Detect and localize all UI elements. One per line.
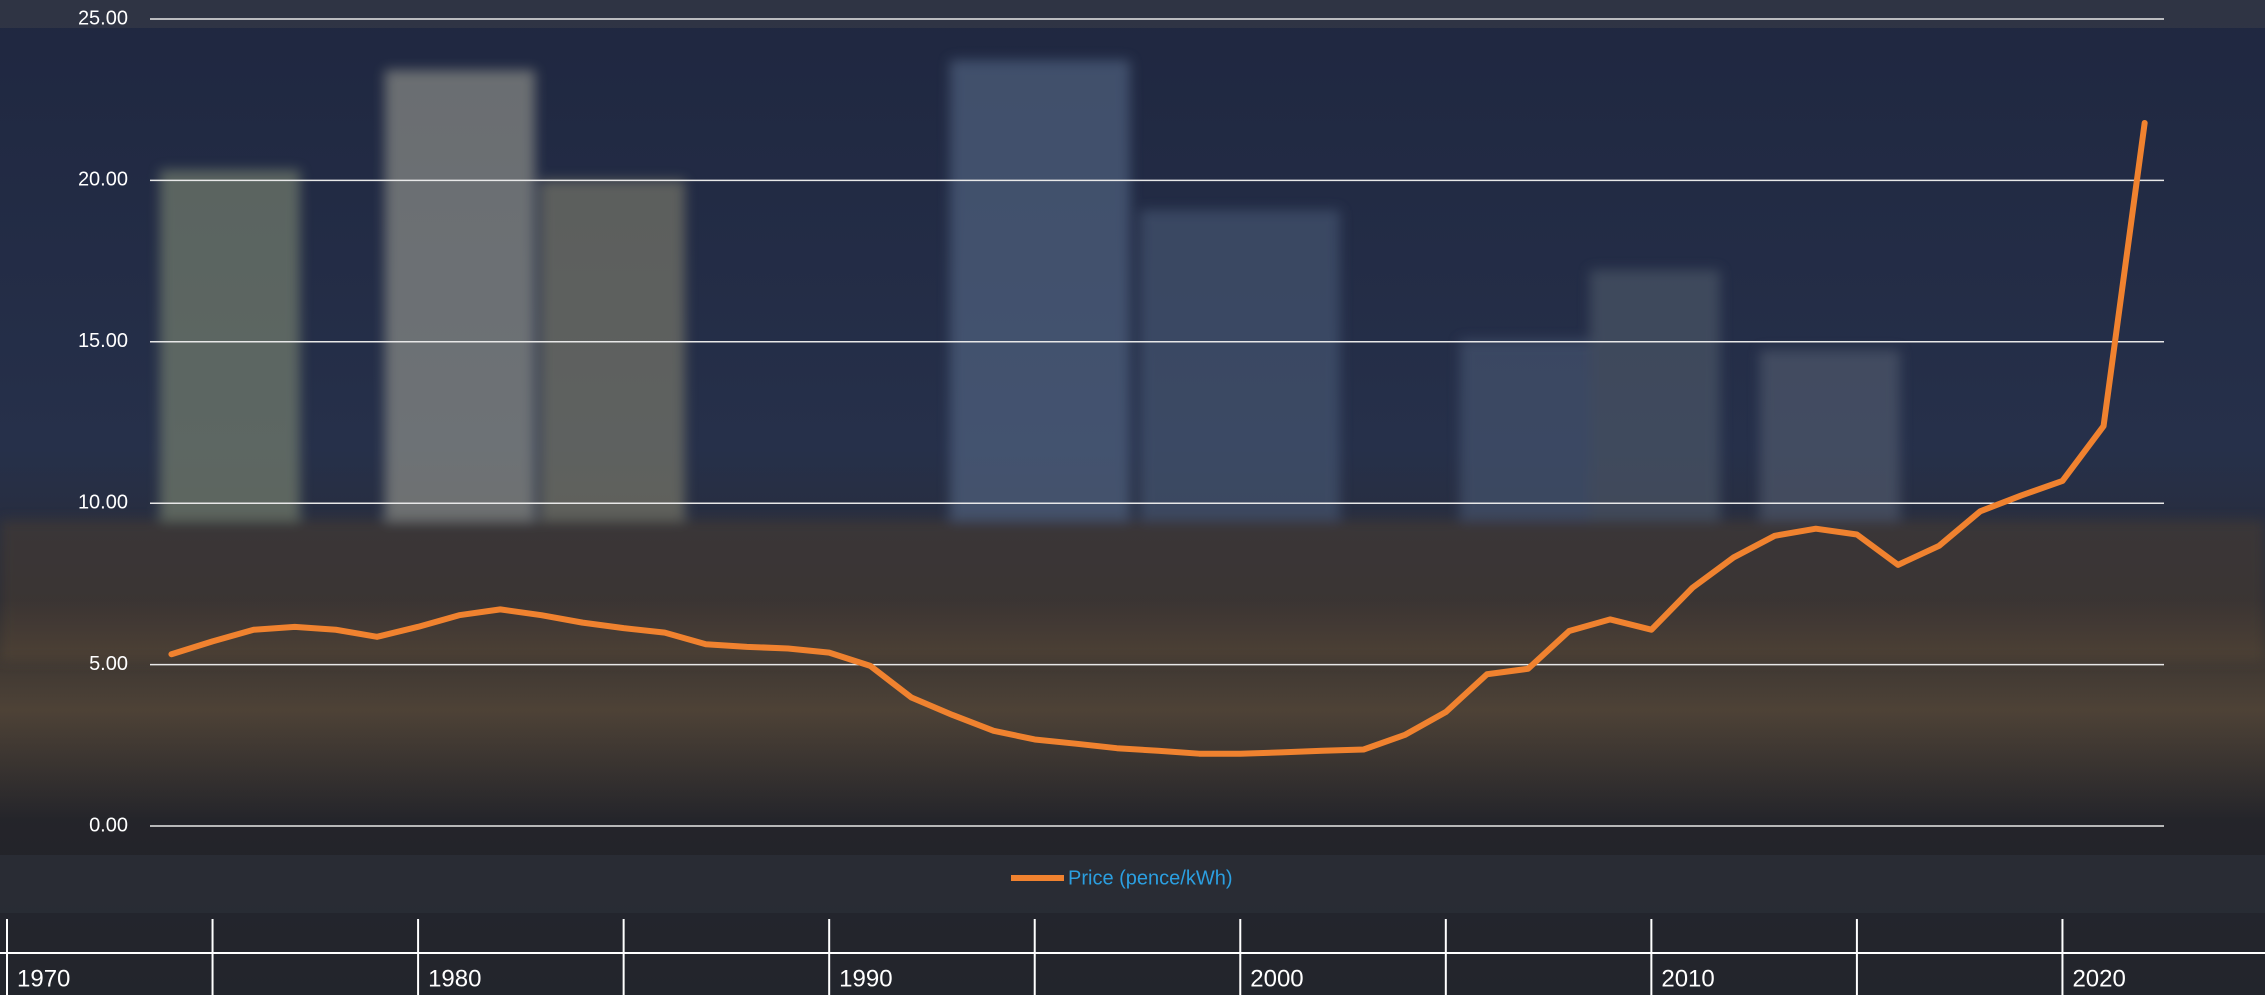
x-tick-label: 1980 bbox=[428, 965, 481, 992]
y-tick-label: 10.00 bbox=[78, 491, 128, 513]
y-tick-label: 25.00 bbox=[78, 7, 128, 29]
x-tick-label: 2010 bbox=[1661, 965, 1714, 992]
y-tick-label: 5.00 bbox=[89, 653, 128, 675]
legend-label: Price (pence/kWh) bbox=[1068, 867, 1233, 889]
legend: Price (pence/kWh) bbox=[1011, 867, 1233, 889]
x-tick-label: 2000 bbox=[1250, 965, 1303, 992]
x-tick-label: 1990 bbox=[839, 965, 892, 992]
x-tick-label: 1970 bbox=[17, 965, 70, 992]
y-tick-label: 0.00 bbox=[89, 814, 128, 836]
y-tick-label: 15.00 bbox=[78, 330, 128, 352]
price-line bbox=[168, 119, 2148, 757]
x-tick-label: 2020 bbox=[2072, 965, 2125, 992]
y-tick-label: 20.00 bbox=[78, 169, 128, 191]
